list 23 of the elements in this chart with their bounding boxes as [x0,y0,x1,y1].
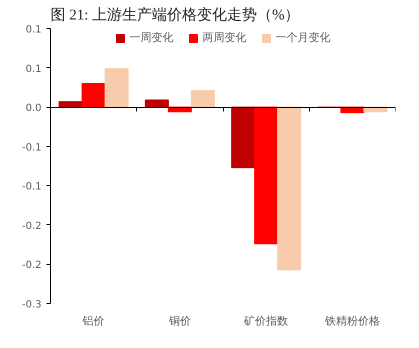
y-tick-label: 0.1 [26,64,42,75]
y-tick-label: 0.0 [26,103,42,114]
x-tick-label: 铜价 [168,314,191,328]
bar [104,68,129,108]
y-tick-label: -0.1 [22,182,42,193]
y-tick-label: -0.2 [22,260,42,272]
legend-label: 一周变化 [130,30,174,45]
bar [82,83,106,108]
bar [144,100,169,108]
chart-title: 图 21: 上游生产端价格变化走势（%） [50,6,300,24]
legend-label: 两周变化 [202,30,246,45]
x-tick-label: 铁精粉价格 [324,314,380,328]
y-tick-label: -0.2 [22,220,42,232]
legend-label: 一个月变化 [276,30,330,45]
bar [231,106,256,168]
x-tick-label: 矿价指数 [243,314,288,328]
bar [277,106,302,270]
y-tick-label: -0.3 [22,300,42,310]
x-tick-label: 铝价 [82,314,105,328]
bar [254,106,278,244]
y-tick-label: 0.1 [26,24,42,36]
bar [190,90,215,108]
y-tick-label: -0.1 [22,142,42,154]
